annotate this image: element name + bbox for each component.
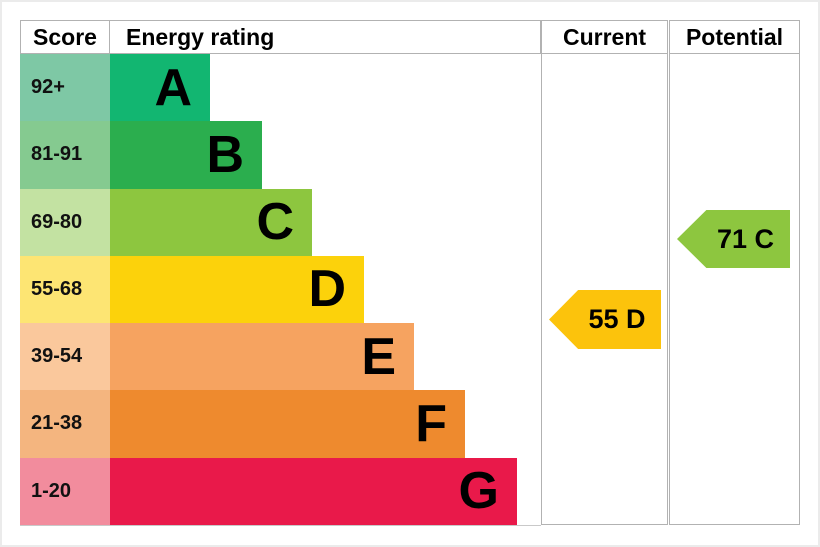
rating-bar-g: G <box>110 457 517 525</box>
rating-row-g: 1-20 G <box>20 457 541 525</box>
band-letter-g: G <box>458 462 499 521</box>
rating-row-f: 21-38 F <box>20 390 541 458</box>
rating-bar-d: D <box>110 255 364 324</box>
rating-bar-a: A <box>110 54 210 122</box>
score-range-b: 81-91 <box>20 121 110 189</box>
score-range-d: 55-68 <box>20 255 110 324</box>
band-letter-c: C <box>256 193 294 252</box>
rating-row-e: 39-54 E <box>20 323 541 391</box>
rating-row-c: 69-80 C <box>20 188 541 256</box>
score-range-a: 92+ <box>20 54 110 122</box>
rating-rows: 92+ A 81-91 B 69-80 C 55-68 D 39-54 E 21-38 F 1-20 G <box>20 54 541 526</box>
rating-row-d: 55-68 D <box>20 255 541 324</box>
rating-row-a: 92+ A <box>20 54 541 122</box>
score-range-g: 1-20 <box>20 457 110 525</box>
score-column-header: Score <box>20 20 110 54</box>
score-range-e: 39-54 <box>20 323 110 391</box>
rating-bar-e: E <box>110 323 414 391</box>
potential-column-header: Potential <box>669 20 800 54</box>
band-letter-e: E <box>361 327 396 386</box>
rating-bar-f: F <box>110 390 465 458</box>
potential-rating-label: 71 C <box>716 223 775 254</box>
band-letter-a: A <box>154 58 192 117</box>
rating-bar-b: B <box>110 121 262 189</box>
current-column-header: Current <box>541 20 668 54</box>
energy-rating-column-header: Energy rating <box>110 20 541 54</box>
score-range-c: 69-80 <box>20 188 110 256</box>
band-letter-d: D <box>308 260 346 319</box>
band-letter-f: F <box>415 394 447 453</box>
band-letter-b: B <box>206 125 244 184</box>
rating-bar-c: C <box>110 188 312 256</box>
rating-row-b: 81-91 B <box>20 121 541 189</box>
current-rating-label: 55 D <box>588 304 646 334</box>
current-column <box>541 54 668 525</box>
score-range-f: 21-38 <box>20 390 110 458</box>
potential-column <box>669 54 800 525</box>
